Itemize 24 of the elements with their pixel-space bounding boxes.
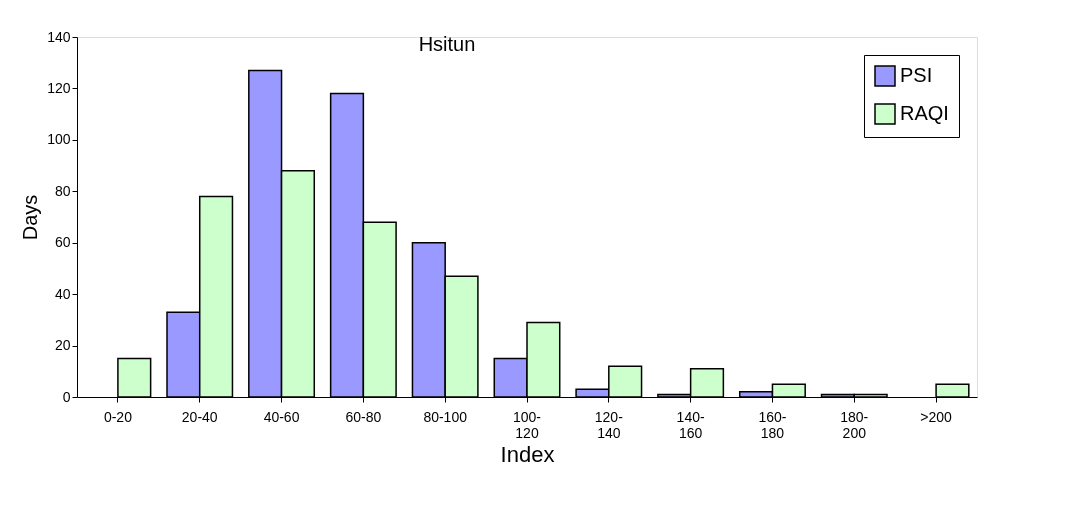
chart-title: Hsitun [418,33,476,55]
y-tick-label: 60 [54,234,71,251]
x-tick-label: 20-40 [181,408,218,425]
y-tick-label: 140 [47,28,71,45]
x-tick-label: 80-100 [423,408,468,425]
x-tick-label: 180- 200 [840,408,869,441]
legend-label: RAQI [900,102,949,124]
y-tick-label: 0 [62,388,71,405]
x-tick-label: 0-20 [103,408,133,425]
legend-label: PSI [900,64,933,86]
y-tick-label: 20 [54,337,71,354]
x-tick-label: 100- 120 [512,408,542,441]
x-tick-label: 120- 140 [594,408,624,441]
y-tick-label: 120 [47,79,71,96]
x-tick-label: >200 [920,408,953,425]
x-tick-label: 60-80 [345,408,382,425]
y-axis-title: Days [19,194,42,241]
x-tick-label: 40-60 [263,408,300,425]
x-tick-label: 140- 160 [676,408,705,441]
y-tick-label: 100 [47,131,71,148]
y-tick-label: 40 [54,285,71,302]
x-tick-label: 160- 180 [758,408,787,441]
y-tick-label: 80 [54,182,71,199]
x-axis-title: Index [500,441,555,467]
